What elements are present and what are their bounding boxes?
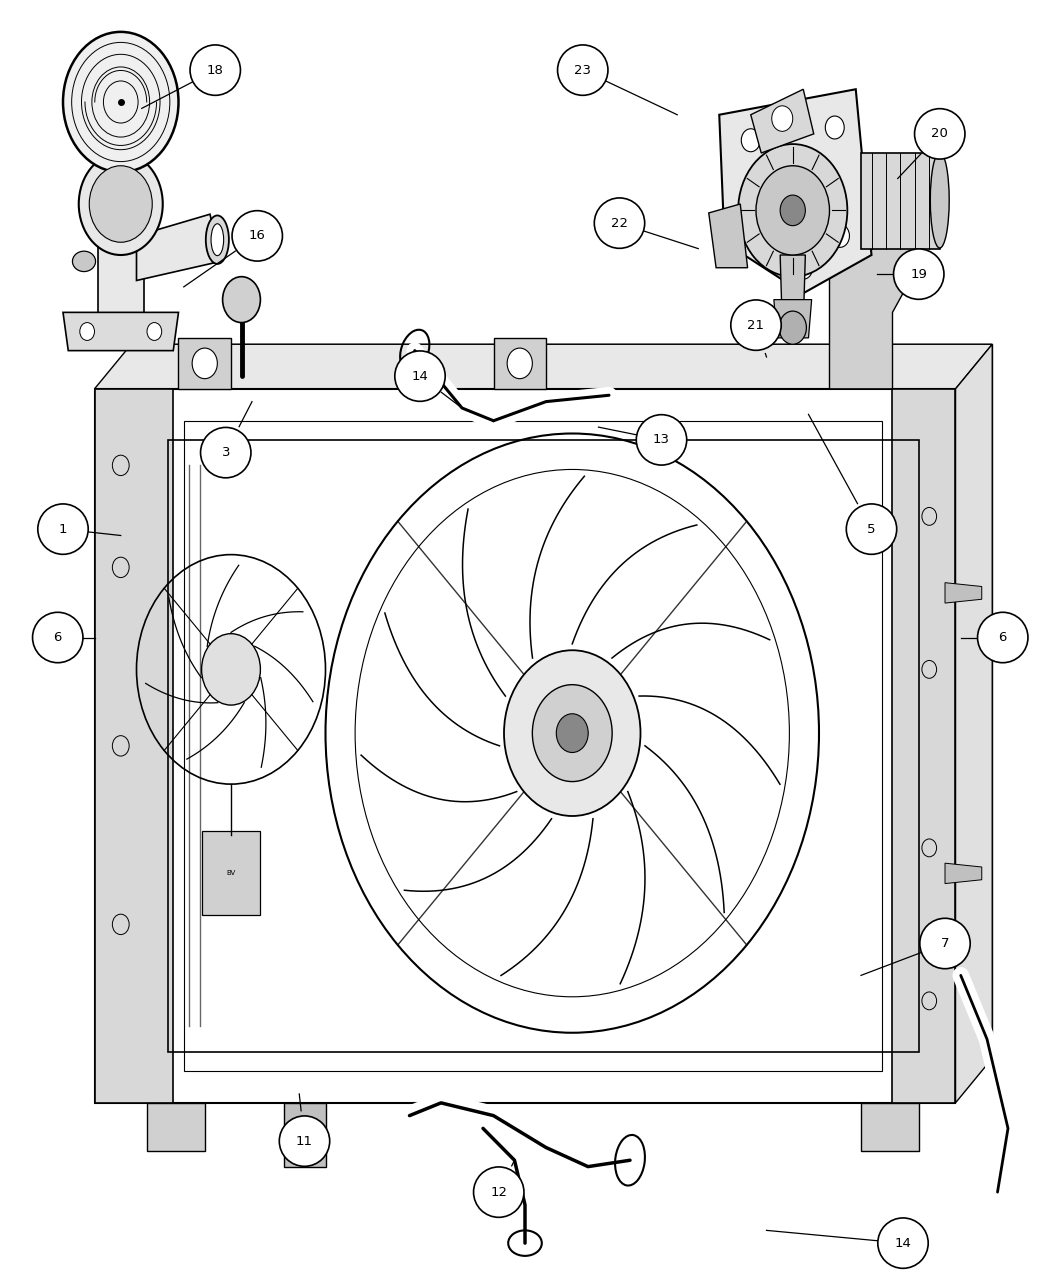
Ellipse shape [38, 504, 88, 555]
Ellipse shape [558, 45, 608, 96]
Circle shape [63, 32, 178, 172]
Text: 21: 21 [748, 319, 764, 332]
Polygon shape [709, 204, 748, 268]
Text: 16: 16 [249, 230, 266, 242]
Text: 7: 7 [941, 937, 949, 950]
Ellipse shape [636, 414, 687, 465]
Circle shape [756, 166, 830, 255]
Polygon shape [892, 389, 956, 1103]
Polygon shape [94, 344, 992, 389]
Ellipse shape [978, 612, 1028, 663]
Ellipse shape [279, 1116, 330, 1167]
Polygon shape [719, 89, 871, 293]
Ellipse shape [930, 153, 949, 247]
Circle shape [741, 129, 760, 152]
Polygon shape [98, 210, 144, 319]
Ellipse shape [232, 210, 282, 261]
Circle shape [772, 106, 793, 131]
Circle shape [504, 650, 640, 816]
Circle shape [79, 153, 163, 255]
Circle shape [779, 311, 806, 344]
Text: 11: 11 [296, 1135, 313, 1148]
Polygon shape [830, 223, 914, 389]
Circle shape [738, 144, 847, 277]
Circle shape [192, 348, 217, 379]
Polygon shape [63, 312, 178, 351]
Ellipse shape [201, 427, 251, 478]
Ellipse shape [206, 215, 229, 264]
Text: 22: 22 [611, 217, 628, 230]
Circle shape [831, 224, 849, 247]
Polygon shape [94, 389, 956, 1103]
Circle shape [825, 116, 844, 139]
Ellipse shape [474, 1167, 524, 1218]
Polygon shape [751, 89, 814, 153]
Ellipse shape [915, 108, 965, 159]
Ellipse shape [878, 1218, 928, 1269]
Text: 14: 14 [895, 1237, 911, 1250]
Circle shape [532, 685, 612, 782]
Polygon shape [94, 389, 173, 1103]
Text: 18: 18 [207, 64, 224, 76]
Text: 20: 20 [931, 128, 948, 140]
Polygon shape [147, 1103, 205, 1151]
Polygon shape [956, 344, 992, 1103]
Polygon shape [284, 1103, 326, 1167]
Polygon shape [780, 255, 805, 325]
Ellipse shape [594, 198, 645, 249]
Ellipse shape [731, 300, 781, 351]
Ellipse shape [72, 251, 96, 272]
Text: 5: 5 [867, 523, 876, 536]
Polygon shape [494, 338, 546, 389]
Polygon shape [861, 153, 940, 249]
Circle shape [780, 195, 805, 226]
Ellipse shape [395, 351, 445, 402]
Text: 6: 6 [999, 631, 1007, 644]
Polygon shape [945, 583, 982, 603]
Text: 23: 23 [574, 64, 591, 76]
Circle shape [507, 348, 532, 379]
Circle shape [202, 634, 260, 705]
Ellipse shape [190, 45, 240, 96]
Ellipse shape [211, 224, 224, 256]
Text: 14: 14 [412, 370, 428, 382]
Text: 12: 12 [490, 1186, 507, 1198]
Text: 19: 19 [910, 268, 927, 280]
FancyBboxPatch shape [202, 831, 260, 915]
Polygon shape [131, 344, 992, 1058]
Text: 1: 1 [59, 523, 67, 536]
Circle shape [80, 323, 94, 340]
Text: 3: 3 [222, 446, 230, 459]
Text: BV: BV [227, 871, 235, 876]
Polygon shape [178, 338, 231, 389]
Circle shape [794, 256, 813, 279]
Circle shape [556, 714, 588, 752]
Ellipse shape [33, 612, 83, 663]
Text: 13: 13 [653, 434, 670, 446]
Polygon shape [774, 300, 812, 338]
Circle shape [89, 166, 152, 242]
Polygon shape [861, 1103, 919, 1151]
Ellipse shape [920, 918, 970, 969]
Circle shape [147, 323, 162, 340]
Circle shape [223, 277, 260, 323]
Ellipse shape [846, 504, 897, 555]
Polygon shape [945, 863, 982, 884]
Polygon shape [136, 214, 220, 280]
Text: 6: 6 [54, 631, 62, 644]
Ellipse shape [894, 249, 944, 300]
